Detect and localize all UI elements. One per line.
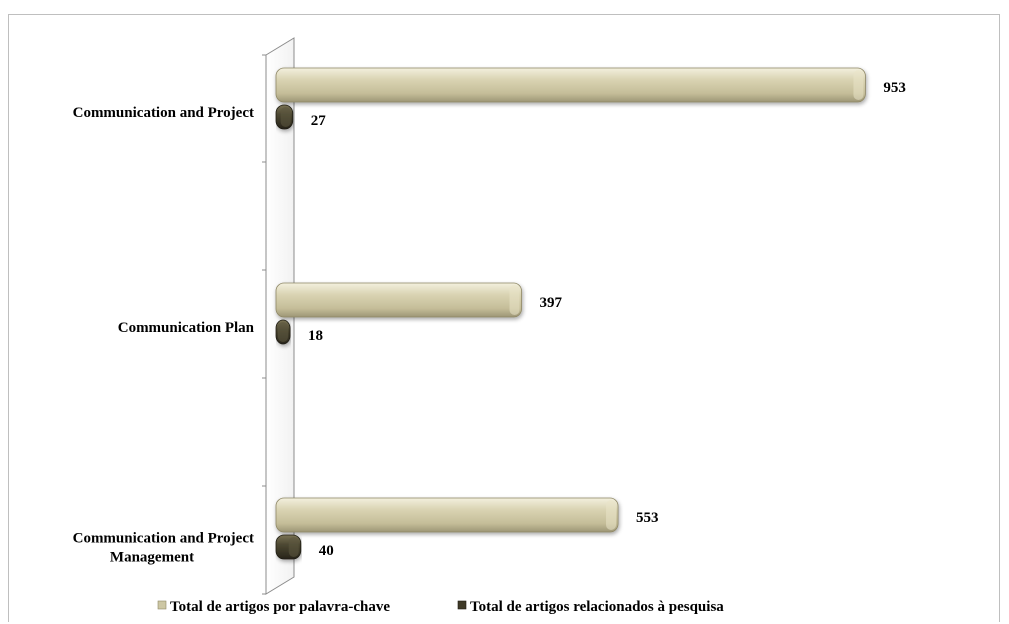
legend-label: Total de artigos por palavra-chave [170, 599, 390, 615]
legend-swatch [157, 600, 167, 610]
bars-layer [275, 67, 866, 560]
data-label: 553 [636, 510, 659, 526]
bar-total-de-artigos-por-palavra-chave-communication-and-project [275, 67, 866, 103]
bar-total-de-artigos-por-palavra-chave-communication-and-project-management [275, 497, 619, 533]
data-label: 953 [883, 80, 906, 96]
bar-cap [278, 322, 288, 342]
category-label: Communication and Project [73, 105, 254, 121]
bar-total-de-artigos-por-palavra-chave-communication-plan [275, 282, 522, 318]
bar-cap [509, 285, 520, 315]
legend-swatch [457, 600, 467, 610]
legend: Total de artigos por palavra-chave Total … [157, 599, 724, 615]
labels-layer: 953 27 Communication and Project 397 18 Commu… [73, 80, 906, 566]
category-label: Communication Plan [118, 320, 255, 336]
bar-cap [280, 107, 291, 127]
data-label: 40 [319, 543, 334, 559]
axis-ticks [262, 54, 266, 595]
data-label: 397 [540, 295, 563, 311]
legend-label: Total de artigos relacionados à pesquisa [470, 599, 724, 615]
bar-cap [288, 537, 299, 557]
data-label: 18 [308, 328, 323, 344]
category-label: Management [110, 550, 194, 566]
bar-cap [606, 500, 617, 530]
bar-cap [853, 70, 864, 100]
data-label: 27 [311, 113, 327, 129]
category-label: Communication and Project [73, 531, 254, 547]
